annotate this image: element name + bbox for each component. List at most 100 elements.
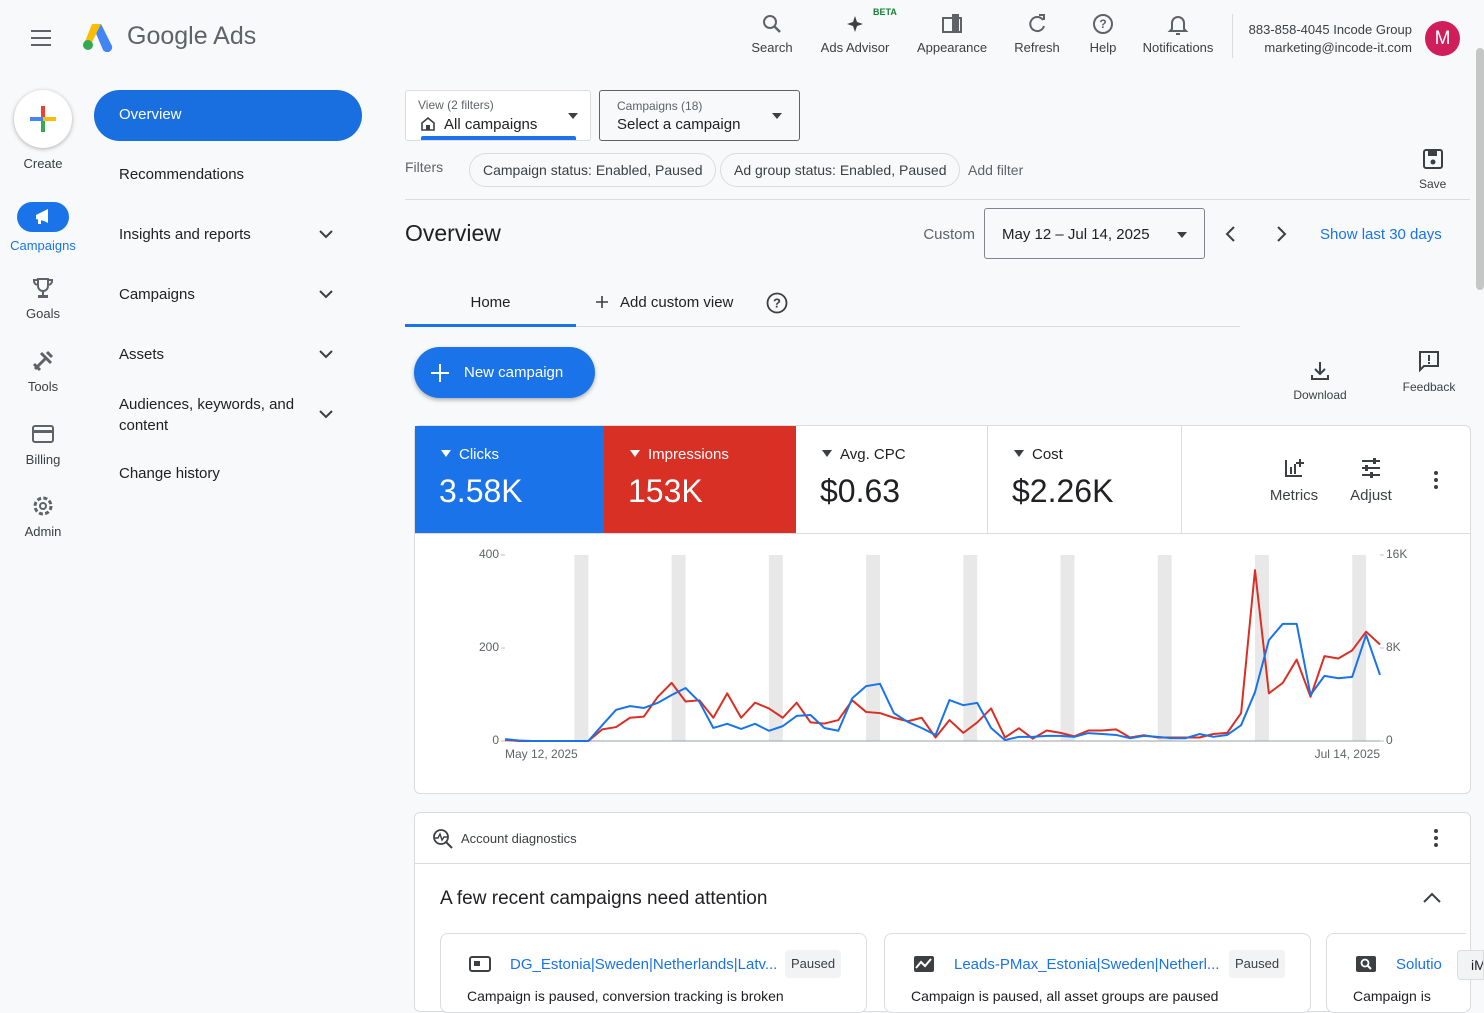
arrow-icon [1014,450,1024,457]
show-last-link[interactable]: Show last 30 days [1320,226,1442,243]
new-campaign-button[interactable]: New campaign [414,347,595,398]
issue-card[interactable]: Leads-PMax_Estonia|Sweden|Netherl... Pau… [884,933,1311,1013]
corner-badge[interactable]: iM [1457,950,1484,980]
toolbar-button[interactable]: Refresh [987,8,1087,55]
action-label: Feedback [1402,380,1456,394]
dropdown-arrow [568,113,578,119]
metric-card[interactable]: Clicks 3.58K [415,426,604,533]
icon [36,209,48,224]
nav-item[interactable]: Assets [119,346,165,363]
rail-item[interactable]: Goals [0,276,86,321]
adjust-icon[interactable] [1360,457,1382,479]
feedback-icon[interactable] [1418,350,1440,372]
toolbar-label: Appearance [916,40,988,55]
toolbar-button[interactable]: Ads Advisor [805,8,905,55]
dropdown-arrow [1177,232,1187,238]
issue-card[interactable]: DG_Estonia|Sweden|Netherlands|Latv... Pa… [440,933,867,1013]
rail-label: Tools [27,379,59,394]
toolbar-button[interactable]: ? Help [1053,8,1153,55]
nav-item-active[interactable]: Overview [94,90,362,141]
issue-card[interactable]: Solutio Campaign is [1326,933,1466,1013]
prev-button[interactable] [1222,224,1240,244]
toolbar-label: Help [1089,40,1117,55]
metric-label: Clicks [439,446,604,463]
logo [83,24,113,52]
chevron[interactable] [318,408,334,420]
add-filter[interactable]: Add filter [968,162,1024,178]
metric-value: $2.26K [1012,473,1114,509]
chevron[interactable] [318,348,334,360]
filter-chip[interactable]: Campaign status: Enabled, Paused [469,153,717,187]
weekend-band [1060,555,1075,741]
nav-item[interactable]: Change history [119,465,220,482]
account-email: marketing@incode-it.com [1264,40,1412,55]
page-title: Overview [405,220,501,246]
metrics-icon[interactable] [1283,457,1305,479]
x-tick-label: May 12, 2025 [505,747,578,761]
product-name: Google Ads [127,22,257,50]
menu-button[interactable] [31,29,53,47]
next-button[interactable] [1272,224,1290,244]
rail-item[interactable]: Admin [0,494,86,539]
rail-item[interactable]: Campaigns [0,202,86,253]
range-label: Custom [923,226,975,243]
icon [33,496,53,516]
filter-chip[interactable]: Ad group status: Enabled, Paused [720,153,961,187]
rail-item[interactable]: Billing [0,422,86,467]
metric-card[interactable]: Cost $2.26K [988,426,1181,533]
date-picker[interactable]: May 12 – Jul 14, 2025 [984,208,1205,259]
campaign-link[interactable]: Leads-PMax_Estonia|Sweden|Netherl... [954,956,1220,973]
chevron[interactable] [318,228,334,240]
metric-card[interactable]: Avg. CPC $0.63 [796,426,988,533]
tool-label: Metrics [1269,487,1319,504]
campaign-selector[interactable]: Campaigns (18) Select a campaign [599,90,800,141]
y-tick-label: 200 [479,640,499,654]
series-line [504,622,1381,742]
metric-label: Avg. CPC [820,446,987,463]
metric-name: Cost [1032,446,1063,463]
metric-card[interactable]: Impressions 153K [604,426,796,533]
more-button[interactable] [1432,470,1440,490]
toolbar-button[interactable]: Notifications [1128,8,1228,55]
more-button[interactable] [1432,828,1440,848]
rail-item[interactable]: Create [0,90,86,171]
divider [415,863,1470,864]
divider [1181,426,1182,533]
svg-text:?: ? [1099,17,1106,31]
help-icon[interactable]: ? [765,291,789,315]
toolbar-button[interactable]: Search [722,8,822,55]
nav-item[interactable]: Recommendations [119,166,245,183]
rail-item[interactable]: Tools [0,349,86,394]
download-icon[interactable] [1309,360,1331,382]
save-icon[interactable] [1422,148,1444,170]
scrollbar [1476,48,1484,290]
collapse-button[interactable] [1422,891,1442,905]
weekend-band [768,555,783,741]
section-heading: A few recent campaigns need attention [440,888,768,909]
divider [405,326,1240,327]
avatar[interactable]: M [1425,21,1460,56]
campaign-link[interactable]: Solutio [1396,956,1442,973]
campaign-link[interactable]: DG_Estonia|Sweden|Netherlands|Latv... [510,956,778,973]
metric-value: 153K [628,473,703,509]
icon [914,956,934,972]
date-range: May 12 – Jul 14, 2025 [1002,226,1150,243]
tab[interactable]: Add custom view [620,294,734,311]
button-label: New campaign [464,364,564,381]
nav-item[interactable]: Audiences, keywords, and content [119,396,295,434]
chevron[interactable] [318,288,334,300]
toolbar-button[interactable]: Appearance [902,8,1002,55]
weekend-band [963,555,978,741]
icon [32,350,54,372]
nav-item[interactable]: Campaigns [119,286,195,303]
tab[interactable]: Home [470,294,511,311]
view-selector[interactable]: View (2 filters) All campaigns [405,90,591,141]
nav-item[interactable]: Insights and reports [119,226,251,243]
create-icon [30,106,56,132]
issue-text: Campaign is paused, conversion tracking … [467,988,784,1004]
beta-badge: BETA [873,7,897,17]
icon [433,829,453,849]
icon [1167,16,1189,35]
action-label: Download [1293,388,1347,402]
